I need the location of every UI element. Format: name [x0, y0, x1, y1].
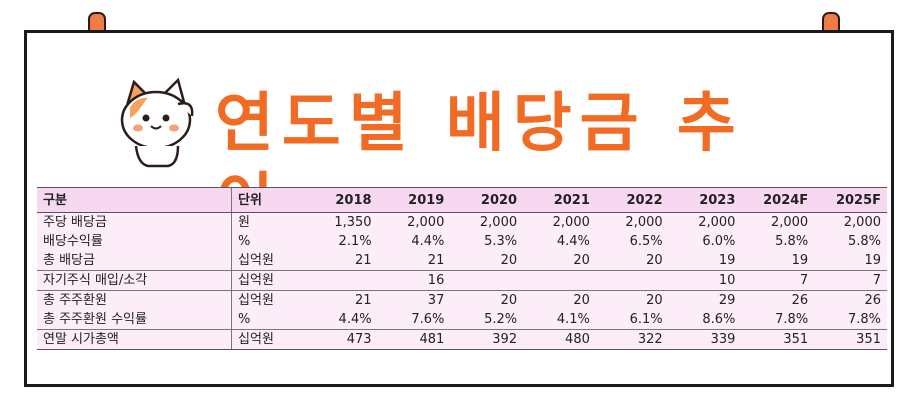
cat-mascot-icon — [120, 77, 194, 168]
table-cell: 1,350 — [304, 212, 378, 232]
table-cell: 5.3% — [450, 232, 524, 251]
row-unit: % — [231, 310, 305, 330]
table-cell — [304, 270, 378, 291]
table-cell: 21 — [304, 251, 378, 271]
row-unit: 원 — [231, 212, 305, 232]
table-cell: 21 — [304, 290, 378, 310]
header-cell: 2019 — [377, 187, 451, 213]
table-row: 연말 시가총액 십억원 473 481 392 480 322 339 351 … — [37, 329, 887, 350]
row-unit: % — [231, 232, 305, 251]
table-row: 배당수익률 % 2.1% 4.4% 5.3% 4.4% 6.5% 6.0% 5.… — [37, 232, 887, 251]
table-row: 주당 배당금 원 1,350 2,000 2,000 2,000 2,000 2… — [37, 212, 887, 232]
table-cell — [450, 270, 524, 291]
row-label: 총 배당금 — [37, 251, 232, 271]
header-cell: 2023 — [668, 187, 742, 213]
header-cell: 2024F — [741, 187, 815, 213]
table-cell: 481 — [377, 329, 451, 350]
row-label: 총 주주환원 — [37, 290, 232, 310]
page-title: 연도별 배당금 추이 — [215, 87, 744, 241]
table-cell: 21 — [377, 251, 451, 271]
table-cell: 37 — [377, 290, 451, 310]
table-cell: 20 — [450, 251, 524, 271]
dividend-table: 구분 단위 2018 2019 2020 2021 2022 2023 2024… — [37, 187, 887, 350]
row-unit: 십억원 — [231, 290, 305, 310]
table-cell: 2,000 — [814, 212, 887, 232]
table-row: 자기주식 매입/소각 십억원 16 10 7 7 — [37, 270, 887, 291]
table-cell — [523, 270, 596, 291]
table-cell: 4.4% — [377, 232, 451, 251]
table-cell: 6.5% — [595, 232, 669, 251]
table-cell: 2,000 — [595, 212, 669, 232]
table-cell: 2,000 — [523, 212, 596, 232]
row-unit: 십억원 — [231, 329, 305, 350]
table-cell: 2,000 — [668, 212, 742, 232]
table-cell: 5.8% — [814, 232, 887, 251]
table-cell: 2,000 — [450, 212, 524, 232]
table-cell: 339 — [668, 329, 742, 350]
header-cell: 단위 — [231, 187, 305, 213]
table-cell: 26 — [741, 290, 815, 310]
table-cell: 2.1% — [304, 232, 378, 251]
table-cell: 5.2% — [450, 310, 524, 330]
table-cell: 473 — [304, 329, 378, 350]
row-unit: 십억원 — [231, 270, 305, 291]
table-cell: 6.1% — [595, 310, 669, 330]
table-cell: 2,000 — [377, 212, 451, 232]
row-label: 배당수익률 — [37, 232, 232, 251]
row-unit: 십억원 — [231, 251, 305, 271]
table-row: 총 배당금 십억원 21 21 20 20 20 19 19 19 — [37, 251, 887, 271]
row-label: 총 주주환원 수익률 — [37, 310, 232, 330]
table-cell: 10 — [668, 270, 742, 291]
table-cell: 392 — [450, 329, 524, 350]
table-cell: 480 — [523, 329, 596, 350]
table-cell: 7.8% — [741, 310, 815, 330]
header-cell: 2018 — [304, 187, 378, 213]
table-cell: 4.4% — [523, 232, 596, 251]
table-cell: 4.4% — [304, 310, 378, 330]
row-label: 주당 배당금 — [37, 212, 232, 232]
table-row: 총 주주환원 십억원 21 37 20 20 20 29 26 26 — [37, 290, 887, 310]
header-cell: 구분 — [37, 187, 232, 213]
table-cell: 7 — [814, 270, 887, 291]
table-cell: 20 — [595, 251, 669, 271]
header-cell: 2021 — [523, 187, 596, 213]
table-cell: 19 — [741, 251, 815, 271]
table-cell: 16 — [377, 270, 451, 291]
table-cell: 19 — [814, 251, 887, 271]
table-cell: 20 — [450, 290, 524, 310]
table-cell: 7.8% — [814, 310, 887, 330]
table-cell: 6.0% — [668, 232, 742, 251]
header-cell: 2020 — [450, 187, 524, 213]
table-cell: 26 — [814, 290, 887, 310]
table-cell: 29 — [668, 290, 742, 310]
table-cell: 4.1% — [523, 310, 596, 330]
table-cell: 20 — [523, 290, 596, 310]
table-cell: 351 — [814, 329, 887, 350]
table-cell: 7.6% — [377, 310, 451, 330]
header-cell: 2025F — [814, 187, 887, 213]
table-cell: 322 — [595, 329, 669, 350]
table-row: 총 주주환원 수익률 % 4.4% 7.6% 5.2% 4.1% 6.1% 8.… — [37, 310, 887, 330]
row-label: 연말 시가총액 — [37, 329, 232, 350]
table-header-row: 구분 단위 2018 2019 2020 2021 2022 2023 2024… — [37, 187, 887, 213]
table-cell: 351 — [741, 329, 815, 350]
table-cell: 20 — [523, 251, 596, 271]
header-cell: 2022 — [595, 187, 669, 213]
table-cell: 7 — [741, 270, 815, 291]
table-cell: 8.6% — [668, 310, 742, 330]
table-cell: 5.8% — [741, 232, 815, 251]
table-cell: 2,000 — [741, 212, 815, 232]
table-cell: 20 — [595, 290, 669, 310]
table-cell — [595, 270, 669, 291]
row-label: 자기주식 매입/소각 — [37, 270, 232, 291]
table-cell: 19 — [668, 251, 742, 271]
